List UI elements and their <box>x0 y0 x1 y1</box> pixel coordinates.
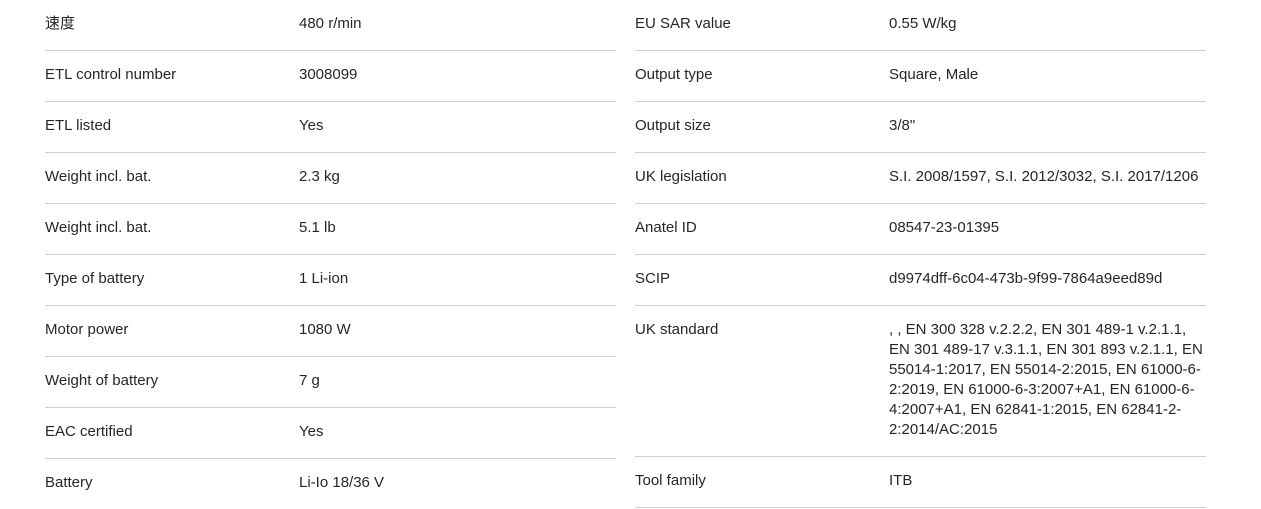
spec-label: ETL listed <box>45 117 112 134</box>
spec-label: Output size <box>635 117 711 134</box>
spec-row: Battery Li-Io 18/36 V <box>45 459 616 509</box>
spec-value: Li-Io 18/36 V <box>299 474 385 491</box>
spec-label: UK legislation <box>635 168 727 185</box>
spec-value: d9974dff-6c04-473b-9f99-7864a9eed89d <box>889 270 1163 287</box>
spec-row: Weight of battery 7 g <box>45 357 616 408</box>
spec-value: 7 g <box>299 372 320 389</box>
spec-value: 1080 W <box>299 321 351 338</box>
spec-value: 480 r/min <box>299 15 362 32</box>
spec-row: UK legislation S.I. 2008/1597, S.I. 2012… <box>635 153 1206 204</box>
spec-label: ETL control number <box>45 66 177 83</box>
spec-row: Weight incl. bat. 2.3 kg <box>45 153 616 204</box>
spec-row: EU SAR value 0.55 W/kg <box>635 0 1206 51</box>
spec-value: ITB <box>889 472 913 489</box>
spec-value: Yes <box>299 423 324 440</box>
spec-value: S.I. 2008/1597, S.I. 2012/3032, S.I. 201… <box>889 168 1199 185</box>
spec-label: EU SAR value <box>635 15 731 32</box>
spec-table-right: EU SAR value 0.55 W/kg Output type Squar… <box>635 0 1206 508</box>
spec-row: ETL control number 3008099 <box>45 51 616 102</box>
spec-value: 5.1 lb <box>299 219 336 236</box>
spec-row: Anatel ID 08547-23-01395 <box>635 204 1206 255</box>
spec-label: Type of battery <box>45 270 145 287</box>
spec-row: 速度 480 r/min <box>45 0 616 51</box>
spec-label: Tool family <box>635 472 706 489</box>
spec-label: 速度 <box>45 15 76 32</box>
spec-table-left: 速度 480 r/min ETL control number 3008099 … <box>45 0 616 509</box>
spec-row: SCIP d9974dff-6c04-473b-9f99-7864a9eed89… <box>635 255 1206 306</box>
spec-row: Tool family ITB <box>635 457 1206 508</box>
spec-label: EAC certified <box>45 423 133 440</box>
spec-row: UK standard , , EN 300 328 v.2.2.2, EN 3… <box>635 306 1206 457</box>
spec-value: 08547-23-01395 <box>889 219 1000 236</box>
spec-value: 0.55 W/kg <box>889 15 957 32</box>
spec-value: , , EN 300 328 v.2.2.2, EN 301 489-1 v.2… <box>889 321 1203 438</box>
spec-row: ETL listed Yes <box>45 102 616 153</box>
spec-value: 2.3 kg <box>299 168 340 185</box>
spec-label: Battery <box>45 474 93 491</box>
spec-label: Weight of battery <box>45 372 159 389</box>
spec-label: Motor power <box>45 321 129 338</box>
spec-value: 3/8" <box>889 117 916 134</box>
spec-label: UK standard <box>635 321 719 338</box>
spec-value: 1 Li-ion <box>299 270 349 287</box>
spec-row: Type of battery 1 Li-ion <box>45 255 616 306</box>
spec-row: Output size 3/8" <box>635 102 1206 153</box>
spec-value: 3008099 <box>299 66 358 83</box>
spec-value: Square, Male <box>889 66 979 83</box>
spec-row: Weight incl. bat. 5.1 lb <box>45 204 616 255</box>
spec-label: Anatel ID <box>635 219 697 236</box>
spec-value: Yes <box>299 117 324 134</box>
spec-label: SCIP <box>635 270 671 287</box>
spec-row: Output type Square, Male <box>635 51 1206 102</box>
spec-label: Weight incl. bat. <box>45 219 152 236</box>
spec-row: EAC certified Yes <box>45 408 616 459</box>
spec-label: Weight incl. bat. <box>45 168 152 185</box>
spec-row: Motor power 1080 W <box>45 306 616 357</box>
spec-label: Output type <box>635 66 713 83</box>
